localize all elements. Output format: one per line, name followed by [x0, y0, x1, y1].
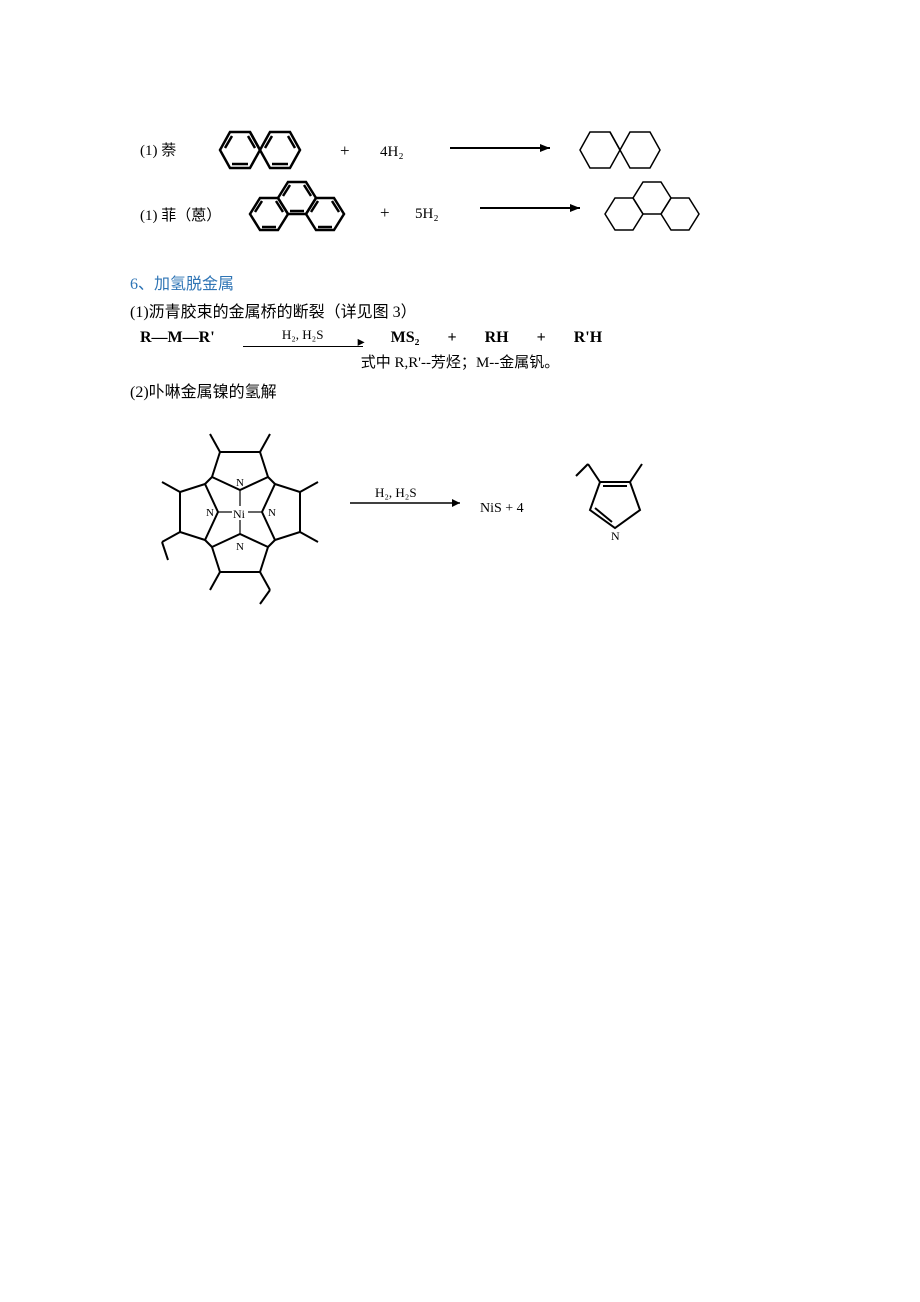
- section6-sub2: (2)卟啉金属镍的氢解: [130, 378, 790, 402]
- eq-arrow: H₂, H₂S ▸: [243, 328, 363, 347]
- eq-p3: R'H: [574, 329, 602, 347]
- eq-p1: MS₂: [391, 329, 420, 347]
- section-6-heading: 6、加氢脱金属: [130, 270, 790, 294]
- rxn2-reagent: 5H₂: [415, 206, 439, 222]
- porphyrin-reagent: H₂, H₂S: [375, 485, 417, 500]
- porphyrin-product-text: NiS + 4: [480, 501, 524, 516]
- rxn1-reagent: 4H₂: [380, 144, 404, 160]
- metal-bridge-equation: R—M—R' H₂, H₂S ▸ MS₂ + RH + R'H: [130, 328, 790, 347]
- svg-text:+: +: [380, 203, 390, 222]
- section6-sub1: (1)沥青胶束的金属桥的断裂（详见图 3）: [130, 298, 790, 322]
- porphyrin-reaction: N N N N Ni: [130, 412, 790, 612]
- svg-text:N: N: [206, 507, 214, 519]
- eq-plus1: +: [447, 329, 456, 347]
- porphyrin-svg: N N N N Ni: [130, 412, 770, 612]
- svg-text:N: N: [236, 477, 244, 489]
- aromatic-hydrogenation-svg: (1) 萘 + 4H₂: [130, 100, 750, 260]
- reaction-block-aromatics: (1) 萘 + 4H₂: [130, 100, 790, 260]
- svg-text:+: +: [340, 141, 350, 160]
- eq-left: R—M—R': [140, 329, 215, 347]
- eq-plus2: +: [537, 329, 546, 347]
- rxn1-label: (1) 萘: [140, 142, 176, 159]
- rxn2-label: (1) 菲（蒽）: [140, 207, 221, 224]
- eq-caption: 式中 R,R'--芳烃；M--金属钒。: [130, 351, 790, 372]
- svg-text:N: N: [611, 529, 620, 543]
- svg-text:N: N: [268, 507, 276, 519]
- eq-p2: RH: [485, 329, 509, 347]
- svg-text:N: N: [236, 541, 244, 553]
- svg-text:Ni: Ni: [233, 507, 246, 521]
